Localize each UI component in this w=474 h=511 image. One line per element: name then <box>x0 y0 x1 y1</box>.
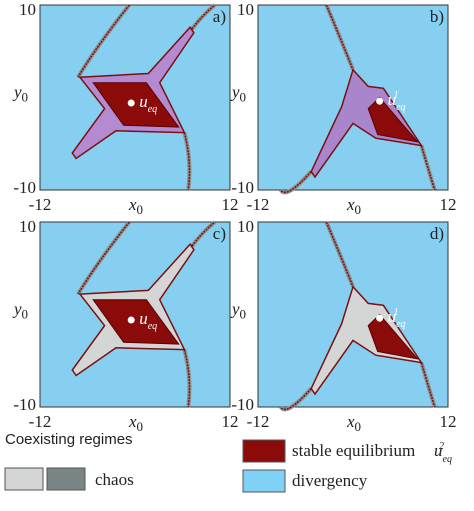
y-tick-label: -10 <box>13 178 36 197</box>
x-tick-label: -12 <box>247 412 270 431</box>
boundary-tail-core <box>325 221 354 288</box>
symbol-sub: eq <box>443 454 452 465</box>
equilibrium-point <box>127 99 135 107</box>
legend-chaos: chaos <box>95 470 134 489</box>
equilibrium-point <box>376 314 384 322</box>
panel-label: a) <box>213 7 226 26</box>
point-label-sup: 1 <box>394 307 399 318</box>
y-axis-label-sub: 0 <box>240 90 247 105</box>
point-label-base: u <box>139 309 148 328</box>
point-label-sub: eq <box>148 321 157 332</box>
point-label: ueq1 <box>388 90 406 113</box>
boundary-tail-core <box>191 4 216 30</box>
legend-divergency: divergency <box>292 471 368 490</box>
x-axis-label-base: x <box>346 195 355 214</box>
boundary-tail-core <box>191 221 216 247</box>
x-tick-label: 12 <box>222 412 239 431</box>
x-tick-label: 12 <box>440 195 457 214</box>
x-axis-label: x0 <box>346 412 361 434</box>
point-label-base: u <box>139 92 148 111</box>
x-tick-label: 12 <box>222 195 239 214</box>
legend-title: Coexisting regimes <box>5 431 133 448</box>
stable-region <box>92 299 180 345</box>
y-axis-label-base: y <box>230 300 240 319</box>
boundary-tail-core <box>77 4 130 78</box>
x-axis-label-sub: 0 <box>355 202 362 217</box>
point-label-sub: eq <box>148 104 157 115</box>
symbol-base: u <box>434 441 443 460</box>
point-label: ueq1 <box>388 307 406 330</box>
panel-label: b) <box>430 7 444 26</box>
equilibrium-point <box>376 97 384 105</box>
point-label: ueq <box>139 92 157 115</box>
panel-label: d) <box>430 224 444 243</box>
boundary-tail-core <box>420 145 436 191</box>
boundary-tail <box>182 132 192 191</box>
chaos-swatch-dark <box>46 467 86 491</box>
divergency-swatch <box>242 469 286 493</box>
x-axis-label-base: x <box>346 412 355 431</box>
symbol-sup: 2 <box>439 441 444 452</box>
point-label-sub: eq <box>396 319 405 330</box>
boundary-tail <box>182 349 192 408</box>
point-label-base: u <box>388 307 397 326</box>
y-axis-label: y0 <box>12 300 28 322</box>
chaos-region <box>310 285 423 396</box>
y-tick-label: -10 <box>231 395 254 414</box>
boundary-tail-core <box>325 4 354 71</box>
x-axis-label: x0 <box>128 412 143 434</box>
stable-region <box>92 82 180 128</box>
y-axis-label-sub: 0 <box>240 307 247 322</box>
x-axis-label-sub: 0 <box>137 419 144 434</box>
legend-stable: stable equilibrium <box>292 441 415 460</box>
y-axis-label-sub: 0 <box>22 90 29 105</box>
point-label-sup: 1 <box>394 90 399 101</box>
chaos-swatch-light <box>4 467 44 491</box>
y-axis-label-base: y <box>230 83 240 102</box>
x-axis-label-base: x <box>128 412 137 431</box>
x-tick-label: -12 <box>29 412 52 431</box>
stable-region <box>367 313 419 360</box>
point-label: ueq <box>139 309 157 332</box>
y-axis-label: y0 <box>230 83 246 105</box>
x-axis-label-sub: 0 <box>355 419 362 434</box>
point-label-base: u <box>388 90 397 109</box>
x-tick-label: 12 <box>440 412 457 431</box>
x-axis-label: x0 <box>346 195 361 217</box>
chaos-region <box>310 68 423 179</box>
x-tick-label: -12 <box>29 195 52 214</box>
boundary-tail-core <box>77 221 130 295</box>
y-tick-label: 10 <box>237 217 254 236</box>
legend-stable-symbol: ueq 2 <box>434 441 452 465</box>
y-tick-label: 10 <box>19 0 36 19</box>
y-axis-label-base: y <box>12 300 22 319</box>
x-axis-label-base: x <box>128 195 137 214</box>
stable-swatch <box>242 439 286 463</box>
y-axis-label: y0 <box>12 83 28 105</box>
boundary-tail-core <box>280 388 312 411</box>
equilibrium-point <box>127 316 135 324</box>
point-label-sub: eq <box>396 102 405 113</box>
x-axis-label-sub: 0 <box>137 202 144 217</box>
x-axis-label: x0 <box>128 195 143 217</box>
boundary-tail-core <box>420 362 436 408</box>
y-tick-label: -10 <box>231 178 254 197</box>
y-tick-label: -10 <box>13 395 36 414</box>
y-tick-label: 10 <box>19 217 36 236</box>
boundary-tail-core <box>280 171 312 194</box>
y-axis-label-base: y <box>12 83 22 102</box>
y-axis-label: y0 <box>230 300 246 322</box>
x-tick-label: -12 <box>247 195 270 214</box>
y-axis-label-sub: 0 <box>22 307 29 322</box>
y-tick-label: 10 <box>237 0 254 19</box>
stable-region <box>367 96 419 143</box>
panel-label: c) <box>213 224 226 243</box>
